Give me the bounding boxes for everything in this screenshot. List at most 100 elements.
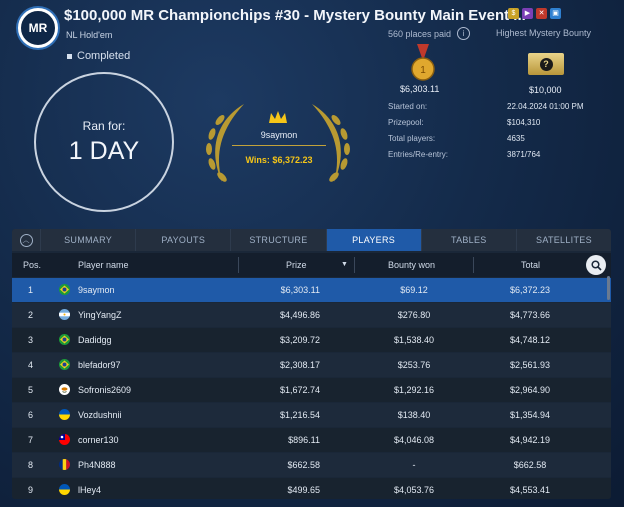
row-pos: 4: [28, 360, 34, 370]
bounty-badge-icon: $: [508, 8, 519, 19]
table-row[interactable]: 9 lHey4 $499.65 $4,053.76 $4,553.41: [12, 478, 611, 499]
row-total: $4,773.66: [509, 310, 551, 320]
chevron-up-icon: ︿: [19, 233, 33, 247]
col-total[interactable]: Total: [521, 260, 541, 270]
search-button[interactable]: [586, 255, 606, 275]
game-type: NL Hold'em: [66, 30, 113, 40]
info-label-prizepool: Prizepool:: [388, 118, 424, 127]
info-label-players: Total players:: [388, 134, 436, 143]
row-total: $2,964.90: [509, 385, 551, 395]
mr-logo: MR: [18, 8, 58, 48]
row-prize: $1,216.54: [279, 410, 320, 420]
row-player-name: corner130: [78, 435, 119, 445]
bounty-type: Highest Mystery Bounty: [496, 28, 592, 38]
svg-text:1: 1: [420, 65, 426, 76]
row-pos: 2: [28, 310, 34, 320]
tab-bar: ︿ SUMMARY PAYOUTS STRUCTURE PLAYERS TABL…: [12, 229, 611, 251]
mystery-bounty-amount: $10,000: [529, 85, 562, 95]
row-bounty: $69.12: [400, 285, 428, 295]
taiwan-flag-icon: [59, 434, 70, 445]
col-bounty-won[interactable]: Bounty won: [388, 260, 436, 270]
tab-summary[interactable]: SUMMARY: [40, 229, 135, 251]
row-player-name: YingYangZ: [78, 310, 122, 320]
tournament-title: $100,000 MR Championchips #30 - Mystery …: [64, 7, 526, 24]
row-player-name: Vozdushnii: [78, 410, 122, 420]
row-prize: $3,209.72: [279, 335, 320, 345]
col-prize[interactable]: Prize: [286, 260, 307, 270]
row-player-name: Dadidgg: [78, 335, 112, 345]
table-row[interactable]: 1 9saymon $6,303.11 $69.12 $6,372.23: [12, 278, 611, 302]
tab-tables[interactable]: TABLES: [420, 229, 516, 251]
info-value-players: 4635: [507, 134, 525, 143]
info-value-prizepool: $104,310: [507, 118, 541, 127]
table-row[interactable]: 2 YingYangZ $4,496.86 $276.80 $4,773.66: [12, 303, 611, 327]
row-prize: $6,303.11: [280, 285, 320, 295]
info-label-started: Started on:: [388, 102, 428, 111]
row-total: $662.58: [513, 460, 547, 470]
row-total: $4,942.19: [509, 435, 551, 445]
row-pos: 6: [28, 410, 34, 420]
sort-desc-icon[interactable]: ▼: [341, 261, 348, 268]
gold-medal-icon: 1: [411, 44, 435, 81]
laurel-wreath-icon: [206, 104, 350, 182]
scrollbar[interactable]: [607, 276, 610, 300]
row-total: $2,561.93: [509, 360, 551, 370]
tab-payouts[interactable]: PAYOUTS: [135, 229, 230, 251]
row-pos: 5: [28, 385, 34, 395]
table-header: Pos. Player name Prize ▼ Bounty won Tota…: [12, 253, 611, 277]
row-prize: $499.65: [287, 485, 320, 495]
winner-name: 9saymon: [260, 130, 298, 140]
tab-satellites[interactable]: SATELLITES: [515, 229, 611, 251]
row-player-name: Sofronis2609: [78, 385, 132, 395]
collapse-button[interactable]: ︿: [12, 229, 40, 251]
cyprus-flag-icon: [59, 384, 70, 395]
tab-players[interactable]: PLAYERS: [325, 229, 421, 251]
table-row[interactable]: 5 Sofronis2609 $1,672.74 $1,292.16 $2,964.90: [12, 378, 611, 402]
row-bounty: $253.76: [397, 360, 431, 370]
info-icon[interactable]: i: [457, 27, 471, 40]
brazil-flag-icon: [59, 284, 70, 295]
row-prize: $1,672.74: [279, 385, 320, 395]
winner-wins: Wins: $6,372.23: [245, 155, 313, 165]
ukraine-flag-icon: [59, 484, 70, 495]
status-label: Completed: [67, 50, 130, 62]
row-total: $4,748.12: [509, 335, 551, 345]
row-player-name: Ph4N888: [78, 460, 116, 470]
row-pos: 1: [28, 285, 34, 295]
players-panel: ︿ SUMMARY PAYOUTS STRUCTURE PLAYERS TABL…: [12, 229, 611, 499]
info-value-started: 22.04.2024 01:00 PM: [507, 102, 584, 111]
mystery-bounty-icon: ?: [528, 53, 564, 75]
col-pos[interactable]: Pos.: [23, 260, 42, 270]
row-total: $6,372.23: [509, 285, 551, 295]
tab-structure[interactable]: STRUCTURE: [230, 229, 325, 251]
table-row[interactable]: 4 blefador97 $2,308.17 $253.76 $2,561.93: [12, 353, 611, 377]
first-place-prize: $6,303.11: [400, 84, 440, 94]
ticket-badge-icon: ▣: [550, 8, 561, 19]
duration-ring: Ran for: 1 DAY: [34, 72, 174, 212]
row-player-name: lHey4: [78, 485, 102, 495]
row-prize: $2,308.17: [279, 360, 320, 370]
row-prize: $4,496.86: [279, 310, 320, 320]
row-bounty: $4,053.76: [393, 485, 435, 495]
tournament-badges: $ ▶ ✕ ▣: [508, 8, 561, 19]
table-row[interactable]: 8 Ph4N888 $662.58 - $662.58: [12, 453, 611, 477]
info-value-entries: 3871/764: [507, 150, 541, 159]
table-row[interactable]: 6 Vozdushnii $1,216.54 $138.40 $1,354.94: [12, 403, 611, 427]
row-pos: 7: [28, 435, 34, 445]
row-player-name: 9saymon: [78, 285, 115, 295]
row-bounty: $138.40: [397, 410, 431, 420]
video-badge-icon: ▶: [522, 8, 533, 19]
table-row[interactable]: 7 corner130 $896.11 $4,046.08 $4,942.19: [12, 428, 611, 452]
brazil-flag-icon: [59, 334, 70, 345]
table-row[interactable]: 3 Dadidgg $3,209.72 $1,538.40 $4,748.12: [12, 328, 611, 352]
knockout-badge-icon: ✕: [536, 8, 547, 19]
winner-block: 9saymon Wins: $6,372.23: [232, 130, 326, 165]
col-player-name[interactable]: Player name: [78, 260, 129, 270]
brazil-flag-icon: [59, 359, 70, 370]
row-player-name: blefador97: [78, 360, 121, 370]
row-bounty: $1,292.16: [393, 385, 435, 395]
row-bounty: $4,046.08: [393, 435, 435, 445]
ukraine-flag-icon: [59, 409, 70, 420]
row-total: $1,354.94: [509, 410, 551, 420]
row-bounty: $1,538.40: [393, 335, 435, 345]
